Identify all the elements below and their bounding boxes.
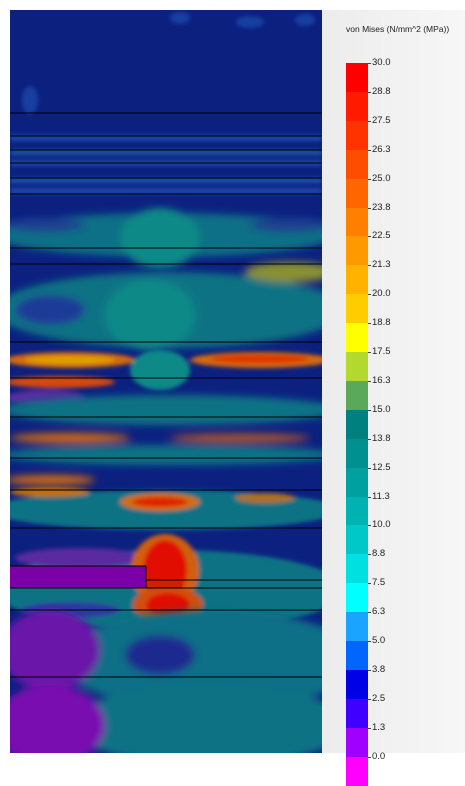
teal-zone-2 — [10, 262, 322, 350]
tick-label: 13.8 — [372, 432, 391, 444]
tick-mark — [368, 352, 371, 353]
scale-segment — [346, 698, 368, 729]
tick-mark — [368, 323, 371, 325]
scale-segment — [346, 409, 368, 440]
tick-mark — [368, 409, 371, 411]
legend-title: von Mises (N/mm^2 (MPa)) — [346, 24, 450, 34]
scale-segment — [346, 496, 368, 527]
tick-label: 3.8 — [372, 663, 386, 675]
scale-segment — [346, 380, 368, 411]
scale-segment — [346, 438, 368, 469]
tick-label: 26.3 — [372, 143, 391, 155]
tick-label: 12.5 — [372, 461, 391, 473]
bottom-zone — [10, 610, 322, 753]
tick-mark — [368, 496, 371, 498]
legend-panel — [322, 10, 465, 753]
tick-mark — [368, 467, 371, 469]
tick-mark — [368, 641, 371, 642]
tick-label: 17.5 — [372, 346, 391, 357]
tick-mark — [368, 583, 371, 585]
tick-label: 0.0 — [372, 750, 386, 762]
stress-contour-plot[interactable] — [10, 10, 322, 753]
tick-label: 18.8 — [372, 317, 391, 329]
scale-segment — [346, 294, 368, 325]
tick-label: 21.3 — [372, 259, 391, 271]
scale-segment — [346, 727, 368, 758]
tick-mark — [368, 149, 371, 151]
scale-segment — [346, 265, 368, 296]
tick-mark — [368, 294, 371, 296]
hotspot-upper — [10, 487, 322, 530]
tick-label: 27.5 — [372, 114, 391, 126]
scale-segment — [346, 352, 368, 382]
tick-label: 25.0 — [372, 172, 391, 184]
contour-canvas — [10, 10, 322, 753]
tick-label: 10.0 — [372, 519, 391, 531]
tick-mark — [368, 380, 371, 382]
tick-label: 30.0 — [372, 57, 391, 68]
tick-label: 6.3 — [372, 606, 386, 618]
tick-mark — [368, 525, 371, 527]
tick-mark — [368, 178, 371, 180]
tick-label: 16.3 — [372, 374, 391, 386]
tick-mark — [368, 612, 371, 614]
scale-segment — [346, 149, 368, 180]
tick-mark — [368, 63, 371, 64]
tick-mark — [368, 554, 371, 556]
tick-label: 8.8 — [372, 548, 386, 560]
purple-block — [10, 566, 146, 588]
scale-segment — [346, 467, 368, 498]
scale-segment — [346, 641, 368, 671]
tick-label: 20.0 — [372, 288, 391, 300]
contact-strip — [146, 580, 182, 588]
tick-mark — [368, 207, 371, 209]
scale-segment — [346, 63, 368, 93]
tick-label: 15.0 — [372, 403, 391, 415]
scale-segment — [346, 120, 368, 151]
scale-segment — [346, 323, 368, 353]
scale-segment — [346, 236, 368, 267]
scale-segment — [346, 756, 368, 786]
tick-label: 2.5 — [372, 692, 386, 704]
scale-segment — [346, 669, 368, 700]
scale-segment — [346, 178, 368, 209]
tick-label: 11.3 — [372, 490, 390, 502]
tick-label: 23.8 — [372, 201, 391, 213]
tick-mark — [368, 727, 371, 729]
scale-segment — [346, 554, 368, 585]
tick-label: 5.0 — [372, 635, 386, 646]
scale-segment — [346, 207, 368, 238]
tick-mark — [368, 698, 371, 700]
scale-segment — [346, 583, 368, 614]
scale-segment — [346, 91, 368, 122]
tick-label: 22.5 — [372, 230, 391, 242]
tick-mark — [368, 91, 371, 93]
scale-segment — [346, 612, 368, 642]
simulation-window: von Mises (N/mm^2 (MPa)) 30.0 28.8 27.5 26.… — [10, 10, 465, 786]
layer-boundaries — [10, 112, 322, 678]
tick-mark — [368, 438, 371, 440]
scale-segment — [346, 525, 368, 556]
tick-mark — [368, 756, 371, 758]
stress-band-1 — [10, 350, 322, 406]
color-scale-bar — [346, 63, 368, 786]
tick-mark — [368, 236, 371, 238]
tick-label: 28.8 — [372, 85, 391, 97]
tick-label: 7.5 — [372, 577, 386, 589]
top-block-speckles — [22, 12, 315, 114]
tick-mark — [368, 120, 371, 122]
tick-label: 1.3 — [372, 721, 386, 733]
tick-mark — [368, 265, 371, 267]
teal-zone-1 — [10, 208, 322, 268]
tick-mark — [368, 669, 371, 671]
